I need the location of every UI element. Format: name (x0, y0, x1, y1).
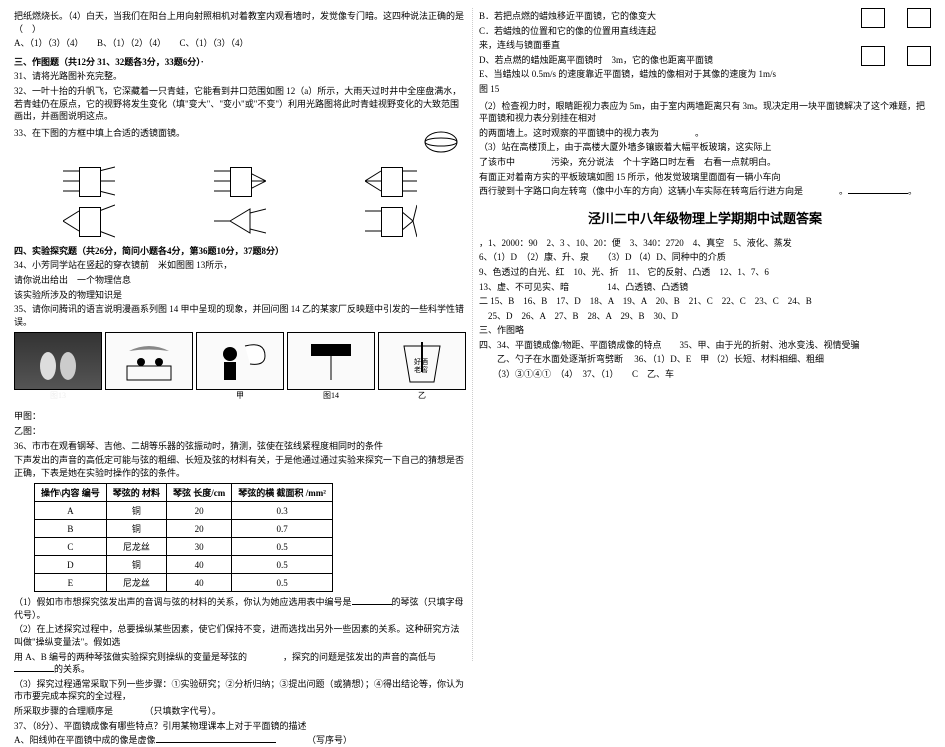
q34c: 该实验所涉及的物理知识是 (14, 289, 466, 302)
experiment-table: 操作\内容 编号 琴弦的 材料 琴弦 长度/cm 琴弦的横 截面积 /mm² A… (34, 483, 333, 592)
table-row: A铜200.3 (35, 502, 333, 520)
lens-box-5 (214, 203, 266, 239)
photo-row: 图13 甲 图14 好酒老窖 乙 (14, 332, 466, 390)
svg-text:好酒: 好酒 (414, 357, 428, 366)
q33: 33、在下图的方框中填上合适的透镜面镜。 (14, 127, 416, 140)
th-1: 琴弦的 材料 (106, 484, 166, 502)
r5: 有面正对着南方实的平板玻璃如图 15 所示，他发觉玻璃里面面有一辆小车向 (479, 171, 931, 184)
photo-yi: 好酒老窖 乙 (378, 332, 466, 390)
ans10: （3）③①④① （4） 37、（1） C 乙、车 (479, 368, 931, 381)
opt-c: C．若蜡烛的位置和它的像的位置用直线连起 (479, 25, 855, 38)
fig15-label: 图 15 (479, 83, 855, 96)
q36-2: （2）在上述探究过程中，总要操纵某些因素，使它们保持不变，进而选找出另外一些因素… (14, 623, 466, 648)
intro-text: 把纸燃烧长。（4）白天，当我们在阳台上用向射照相机对着教室内观看墙时，发觉像专门… (14, 10, 466, 35)
r4b: 了该市中 污染，充分说法 个十字路口时左看 右看一点就明白。 (479, 156, 931, 169)
ans3: 9、色透过的白光、红 10、光、折 11、 它的反射、凸透 12、1、7、6 (479, 266, 931, 279)
table-row: D铜400.5 (35, 556, 333, 574)
caption-13: 图13 (50, 390, 66, 401)
r4: （3）站在高楼顶上，由于高楼大厦外墙多镶嵌着大幅平板玻璃，这实际上 (479, 141, 931, 154)
lens-row-2 (14, 203, 466, 239)
opt-e: E、当蜡烛以 0.5m/s 的速度靠近平面镜，蜡烛的像相对于其像的速度为 1m/… (479, 68, 855, 81)
lens-box-3 (365, 163, 417, 199)
q36-1: （1）假如市市想探究弦发出声的音调与弦的材料的关系，你认为她应选用表中编号是的琴… (14, 596, 466, 621)
ans7: 三、作图略 (479, 324, 931, 337)
th-3: 琴弦的横 截面积 /mm² (232, 484, 333, 502)
blank (352, 604, 392, 605)
opt-c2: 来，连线与镜面垂直 (479, 39, 855, 52)
lens-box-2 (214, 163, 266, 199)
q34b: 请你说出给出 一个物理信息 (14, 274, 466, 287)
ans1: ，1、2000：90 2、3 、10、20：便 3、340：2720 4、真空 … (479, 237, 931, 250)
left-column: 把纸燃烧长。（4）白天，当我们在阳台上用向射照相机对着教室内观看墙时，发觉像专门… (8, 8, 473, 661)
section-4-title: 四、实验探究题（共26分，简问小题各4分，第36题10分，37题8分） (14, 245, 466, 258)
ellipse-sketch-icon (416, 125, 466, 159)
table-row: C尼龙丝300.5 (35, 538, 333, 556)
r3: （2）检查视力时，眼睛距视力表应为 5m，由于室内两墙距离只有 3m。现决定用一… (479, 100, 931, 125)
blank (848, 193, 908, 194)
lens-box-4 (63, 203, 115, 239)
q37: 37、（8分）、平面镜成像有哪些特点？引用某物理课本上对于平面镜的描述 (14, 720, 466, 733)
ans8: 四、34、平面镜成像/物距、平面镜成像的特点 35、甲、由于光的折射、池水变浅、… (479, 339, 931, 352)
q36b: 下声发出的声音的高低定可能与弦的粗细、长短及弦的材料有关，于是他通过通过实验来探… (14, 454, 466, 479)
ans2: 6、（1）D （2）康、升、泉 （3）D （4）D、同种中的介质 (479, 251, 931, 264)
q36-3b: 所采取步骤的合理顺序是 （只填数字代号）。 (14, 705, 466, 718)
section-3-title: 三、作图题（共12分 31、32题各3分，33题6分）· (14, 56, 466, 69)
ans6: 25、D 26、A 27、B 28、A 29、B 30、D (479, 310, 931, 323)
right-column: B．若把点燃的蜡烛移近平面镜，它的像变大 C．若蜡烛的位置和它的像的位置用直线连… (473, 8, 937, 661)
svg-text:老窖: 老窖 (414, 365, 428, 374)
crossroad-diagram (861, 8, 931, 98)
photo-jia-a (105, 332, 193, 390)
table-row: B铜200.7 (35, 520, 333, 538)
q36-3: （3）探究过程通常采取下列一些步骤：①实验研究；②分析归纳；③提出问题（或猜想）… (14, 678, 466, 703)
table-header-row: 操作\内容 编号 琴弦的 材料 琴弦 长度/cm 琴弦的横 截面积 /mm² (35, 484, 333, 502)
q31: 31、请将光路图补充完整。 (14, 70, 466, 83)
caption-jia: 甲 (236, 390, 244, 401)
q37a: A、阳线帅在平面镜中成的像是虚像 （写序号） (14, 734, 466, 747)
ans5: 二 15、B 16、B 17、D 18、A 19、A 20、B 21、C 22、… (479, 295, 931, 308)
lens-box-6 (365, 203, 417, 239)
jia-label: 甲图： (14, 410, 466, 423)
ans4: 13、虚、不可见实、暗 14、凸透镜、凸透镜 (479, 281, 931, 294)
table-row: E尼龙丝400.5 (35, 574, 333, 592)
caption-14: 图14 (323, 390, 339, 401)
ans9: 乙、勺子在水面处逐渐折弯劈断 36、（1）D、E 甲 （2）长短、材料相细、粗细 (479, 353, 931, 366)
options: A、（1）（3）（4） B、（1）（2）（4） C、（1）（3）（4） (14, 37, 466, 50)
q36: 36、市市在观看钢琴、吉他、二胡等乐器的弦振动时，猜测，弦使在弦线紧程度相同时的… (14, 440, 466, 453)
photo-13: 图13 (14, 332, 102, 390)
blank (156, 742, 276, 743)
q34: 34、小芳同学站在竖起的穿衣镜前 米如图图 13所示， (14, 259, 466, 272)
q32: 32、一叶十抬的升帆飞，它深藏着一只青蛙，它能看到井口范围如图 12（a）所示，… (14, 85, 466, 123)
q35: 35、请你问腾讯的语言说明漫画系列图 14 甲中呈现的现象，并回问图 14 乙的… (14, 303, 466, 328)
yi-label: 乙图： (14, 425, 466, 438)
photo-jia-b: 甲 (196, 332, 284, 390)
opt-d: D、若点燃的蜡烛距离平面镜时 3m，它的像也距离平面镜 (479, 54, 855, 67)
lens-box-1 (63, 163, 115, 199)
photo-14: 图14 (287, 332, 375, 390)
r3b: 的两面墙上。这时观察的平面镜中的视力表为 。 (479, 127, 931, 140)
th-2: 琴弦 长度/cm (167, 484, 232, 502)
lens-row-1 (14, 163, 466, 199)
blank (14, 671, 54, 672)
answer-title: 泾川二中八年级物理上学期期中试题答案 (479, 208, 931, 227)
caption-yi: 乙 (418, 390, 426, 401)
r5b: 西行驶到十字路口向左转弯（像中小车的方向）这辆小车实际在转弯后行进方向是 。。 (479, 185, 931, 198)
th-0: 操作\内容 编号 (35, 484, 107, 502)
opt-b: B．若把点燃的蜡烛移近平面镜，它的像变大 (479, 10, 855, 23)
q36-2b: 用 A、B 编号的两种琴弦做实验探究则操纵的变量是琴弦的 ，探究的问题是弦发出的… (14, 651, 466, 676)
